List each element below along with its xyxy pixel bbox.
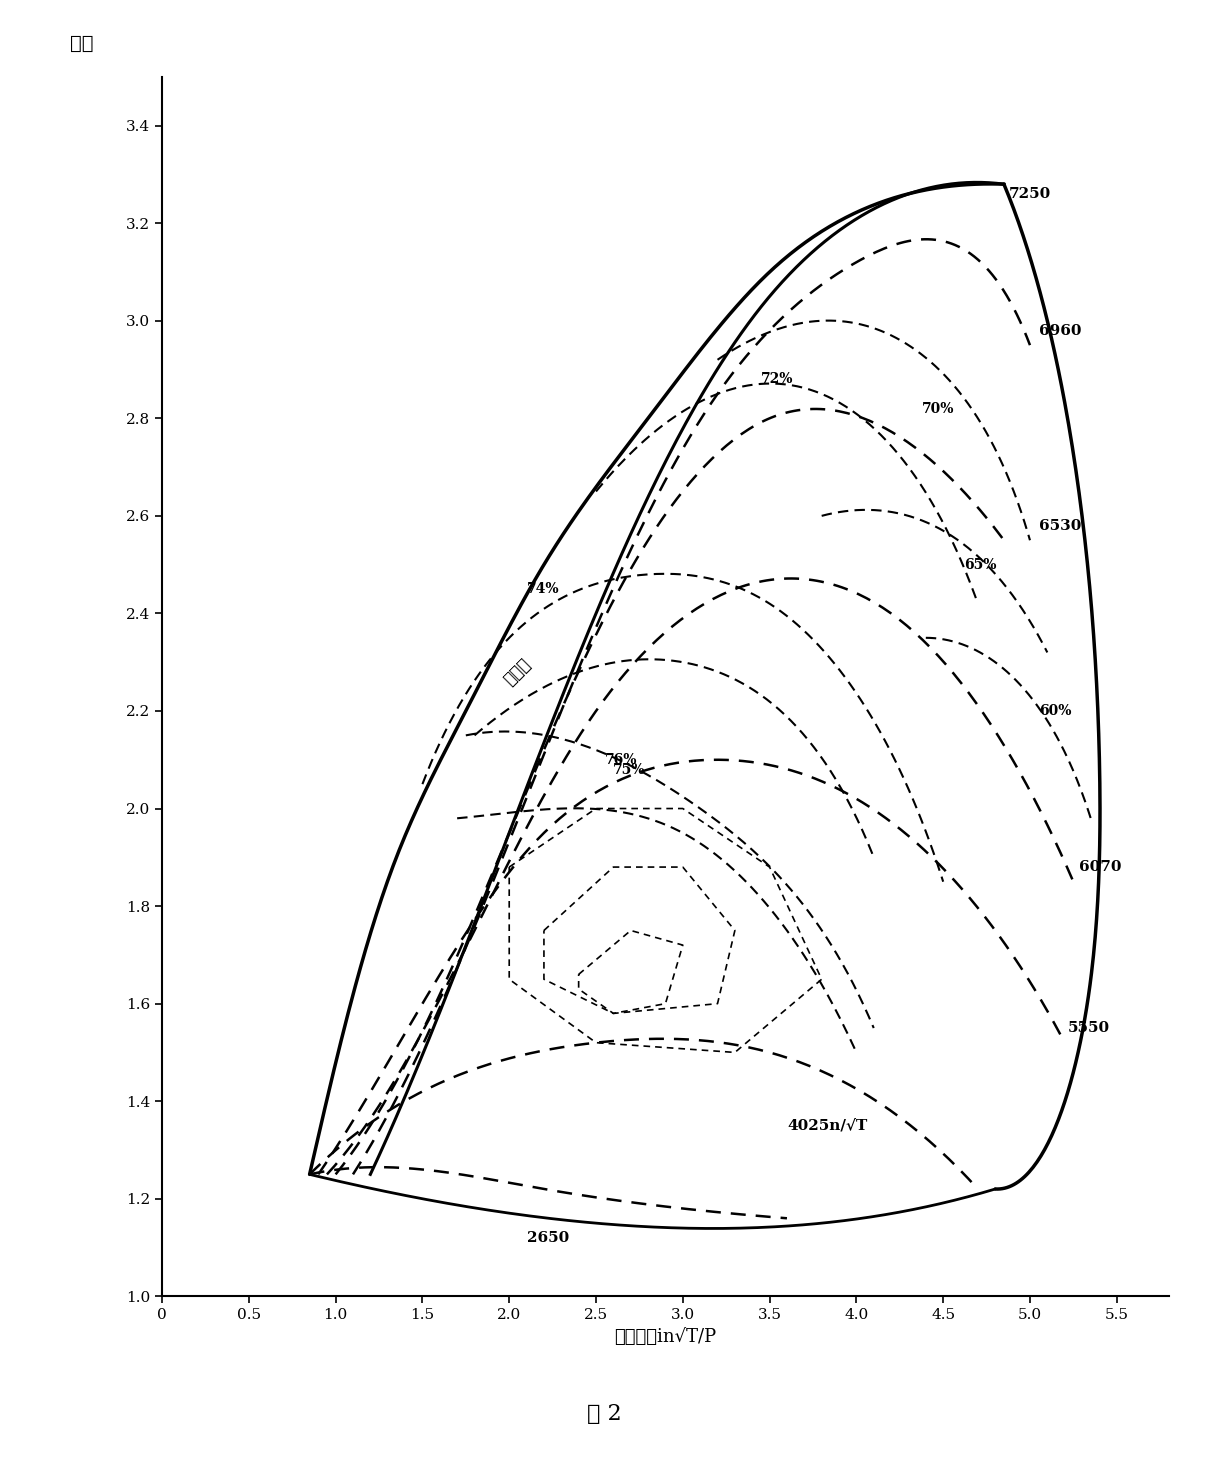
Text: 6960: 6960 (1039, 324, 1081, 337)
Text: 60%: 60% (1039, 704, 1071, 717)
Text: 4025n/√T: 4025n/√T (786, 1118, 867, 1133)
Text: 5550: 5550 (1068, 1021, 1110, 1035)
X-axis label: 质量流量in√T/P: 质量流量in√T/P (615, 1328, 716, 1346)
Text: 2650: 2650 (527, 1231, 569, 1245)
Text: 76%: 76% (605, 753, 637, 766)
Text: 7250: 7250 (1009, 186, 1051, 201)
Text: 74%: 74% (527, 583, 559, 596)
Text: 75%: 75% (614, 763, 646, 776)
Y-axis label: 压比: 压比 (70, 34, 93, 52)
Text: 70%: 70% (923, 402, 954, 416)
Text: 6070: 6070 (1079, 861, 1121, 874)
Text: 喘振线: 喘振线 (501, 655, 534, 689)
Text: 65%: 65% (964, 558, 997, 572)
Text: 图 2: 图 2 (587, 1404, 621, 1424)
Text: 72%: 72% (761, 373, 794, 386)
Text: 6530: 6530 (1039, 519, 1081, 532)
